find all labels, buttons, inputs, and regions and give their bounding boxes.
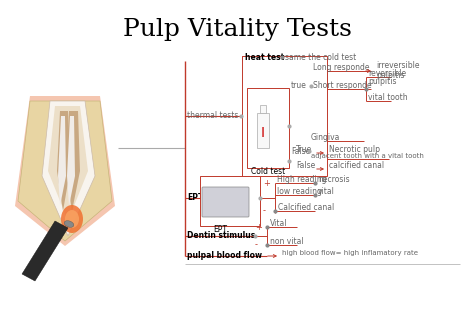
Polygon shape — [67, 116, 75, 206]
Text: High reading: High reading — [277, 175, 327, 185]
Text: high blood flow= high inflamatory rate: high blood flow= high inflamatory rate — [282, 250, 418, 256]
Bar — [205, 195, 220, 203]
Polygon shape — [48, 106, 88, 221]
Text: EPT: EPT — [213, 226, 227, 234]
Text: Cold test: Cold test — [251, 167, 285, 177]
Polygon shape — [58, 116, 66, 206]
Text: False: False — [291, 147, 310, 155]
Text: heat test: heat test — [245, 52, 284, 62]
Text: +: + — [255, 222, 262, 232]
Polygon shape — [18, 101, 112, 241]
Text: Pulp Vitality Tests: Pulp Vitality Tests — [123, 18, 351, 41]
Text: Short responde: Short responde — [313, 82, 372, 90]
Text: non vital: non vital — [270, 238, 304, 246]
Text: False: False — [296, 161, 315, 171]
Ellipse shape — [61, 205, 83, 233]
Text: -: - — [255, 240, 258, 250]
Bar — [200, 176, 260, 226]
Text: Necrotic pulp: Necrotic pulp — [329, 145, 380, 155]
Text: I: I — [261, 126, 265, 140]
Text: reversible: reversible — [368, 69, 406, 77]
Bar — [247, 88, 289, 168]
Text: Vital: Vital — [270, 220, 288, 228]
Text: adjacent tooth with a vital tooth: adjacent tooth with a vital tooth — [311, 153, 424, 159]
Text: EPT: EPT — [187, 193, 203, 203]
Text: irreversible: irreversible — [376, 62, 419, 70]
Text: thermal tests: thermal tests — [187, 112, 238, 120]
Bar — [257, 113, 269, 148]
Polygon shape — [15, 96, 115, 246]
Text: Calcified canal: Calcified canal — [278, 204, 334, 212]
Text: low reading: low reading — [277, 187, 322, 197]
Bar — [260, 105, 266, 113]
Polygon shape — [66, 111, 80, 211]
Text: true: true — [291, 82, 307, 90]
Ellipse shape — [64, 221, 74, 227]
Polygon shape — [22, 221, 68, 281]
Text: -: - — [263, 206, 266, 216]
Text: vital tooth: vital tooth — [368, 94, 408, 102]
Bar — [242, 56, 327, 176]
Text: same the cold test: same the cold test — [285, 52, 356, 62]
Text: necrosis: necrosis — [318, 175, 350, 185]
Text: pulpal blood flow: pulpal blood flow — [187, 252, 262, 260]
Text: Long responde: Long responde — [313, 64, 370, 72]
Ellipse shape — [65, 210, 79, 228]
Text: +: + — [263, 179, 270, 187]
Text: Dentin stimulus: Dentin stimulus — [187, 232, 255, 240]
Text: pulpitis: pulpitis — [376, 71, 404, 81]
Text: pulpitis: pulpitis — [368, 77, 396, 87]
Text: calcified canal: calcified canal — [329, 161, 384, 171]
Text: vital: vital — [318, 187, 335, 197]
FancyBboxPatch shape — [202, 187, 249, 217]
Text: Gingiva: Gingiva — [311, 133, 340, 143]
Polygon shape — [57, 111, 70, 211]
Polygon shape — [42, 101, 95, 236]
Text: True: True — [296, 145, 312, 155]
